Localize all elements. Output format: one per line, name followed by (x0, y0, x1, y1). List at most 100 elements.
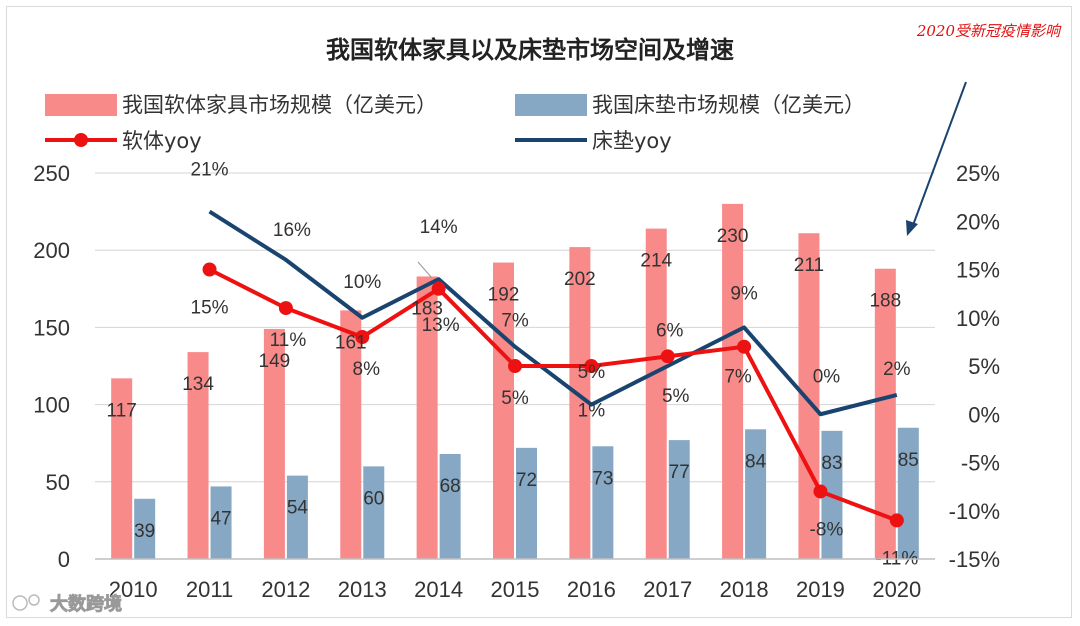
sofa-yoy-point-2013 (355, 330, 370, 345)
y-right-tick-25: 25% (956, 161, 1000, 186)
sofa-yoy-point-2011 (202, 262, 217, 277)
y-right-tick-15: 15% (956, 258, 1000, 283)
watermark-logo-icon-2 (28, 594, 40, 606)
x-tick-2018: 2018 (720, 577, 769, 602)
label-mattress-2012: 54 (287, 498, 309, 519)
bar-sofa-2020 (874, 268, 896, 559)
y-left-tick-0: 0 (58, 547, 70, 572)
label-sofa-yoy-2019: -8% (810, 519, 844, 540)
y-left-tick-200: 200 (33, 238, 70, 263)
label-mattress-2019: 83 (821, 453, 842, 474)
label-leader-line (417, 261, 433, 279)
label-sofa-2015: 192 (488, 285, 520, 306)
label-mattress-yoy-2011: 21% (191, 160, 229, 181)
bar-mattress-2013 (363, 466, 385, 559)
label-sofa-yoy-2011: 15% (191, 298, 229, 319)
bar-sofa-2018 (722, 203, 744, 559)
y-right-tick-20: 20% (956, 209, 1000, 234)
bar-mattress-2015 (516, 447, 537, 559)
bar-mattress-2017 (668, 440, 690, 559)
bar-mattress-2020 (897, 427, 919, 559)
yoy-lines (202, 209, 904, 528)
x-tick-2017: 2017 (643, 577, 692, 602)
bar-sofa-2014 (416, 276, 438, 559)
bar-mattress-2010 (134, 498, 156, 559)
y-left-tick-150: 150 (33, 315, 70, 340)
x-tick-2016: 2016 (567, 577, 616, 602)
x-tick-2010: 2010 (109, 577, 158, 602)
bar-sofa-2016 (569, 247, 591, 559)
sofa-yoy-line (208, 267, 898, 523)
x-tick-2020: 2020 (872, 577, 921, 602)
y-right-tick-10: 10% (956, 306, 1000, 331)
label-mattress-yoy-2016: 1% (578, 401, 606, 422)
y-right-tick--15: -15% (949, 547, 1000, 572)
label-mattress-yoy-2020: 2% (883, 359, 911, 380)
label-sofa-yoy-2014: 13% (422, 315, 460, 336)
sofa-yoy-point-2012 (278, 301, 293, 316)
x-tick-2019: 2019 (796, 577, 845, 602)
covid-annotation: 2020受新冠疫情影响 (916, 22, 1062, 40)
y-right-tick-0: 0% (968, 402, 1000, 427)
sofa-yoy-point-2015 (508, 359, 522, 373)
label-mattress-yoy-2012: 16% (273, 220, 311, 241)
label-sofa-2013: 161 (335, 332, 367, 353)
bar-sofa-2010 (111, 378, 133, 559)
y-right-tick-5: 5% (968, 354, 1000, 379)
x-tick-2013: 2013 (338, 577, 387, 602)
y-left-tick-50: 50 (46, 470, 70, 495)
label-sofa-2011: 134 (182, 374, 214, 395)
legend-marker-sofa-yoy (74, 133, 88, 147)
axes: 2010 2011 2012 2013 2014 2015 2016 2017 2018 2019… (33, 161, 1000, 602)
bar-mattress-2016 (592, 446, 614, 559)
bar-sofa-2011 (187, 352, 209, 559)
legend-swatch-mattress-market (515, 94, 587, 116)
label-sofa-2018: 230 (717, 226, 749, 247)
label-mattress-yoy-2018: 9% (730, 283, 758, 304)
bar-sofa-2017 (645, 228, 667, 560)
legend-label-sofa-yoy: 软体yoy (122, 129, 202, 153)
label-sofa-yoy-2012: 11% (270, 330, 307, 351)
watermark-logo-icon (12, 595, 28, 611)
label-mattress-2015: 72 (516, 470, 537, 491)
bar-sofa-2013 (340, 310, 362, 559)
y-right-tick--10: -10% (949, 499, 1000, 524)
bar-sofa-2015 (493, 262, 514, 559)
sofa-yoy-point-2018 (737, 339, 752, 354)
label-sofa-2016: 202 (564, 269, 596, 290)
sofa-yoy-point-2017 (660, 349, 675, 364)
mattress-yoy-line (208, 209, 898, 417)
x-tick-2014: 2014 (414, 577, 463, 602)
label-sofa-2017: 214 (640, 251, 672, 272)
legend-label-mattress-market: 我国床垫市场规模（亿美元） (592, 93, 865, 117)
label-sofa-yoy-2016: 5% (578, 362, 606, 383)
sofa-yoy-point-2016 (584, 359, 599, 373)
legend-label-sofa-market: 我国软体家具市场规模（亿美元） (122, 93, 437, 117)
bars (111, 203, 919, 560)
x-tick-2011: 2011 (186, 577, 233, 602)
label-mattress-yoy-2014: 14% (420, 217, 458, 238)
label-sofa-2010: 117 (107, 400, 137, 421)
y-right-tick--5: -5% (961, 451, 1000, 476)
watermark-text: 大数跨境 (50, 593, 122, 615)
bar-mattress-2012 (286, 475, 308, 559)
label-mattress-2014: 68 (440, 476, 461, 497)
sofa-yoy-point-2020 (889, 513, 904, 528)
label-mattress-yoy-2017: 5% (662, 386, 690, 407)
sofa-yoy-point-2014 (431, 281, 446, 296)
label-mattress-yoy-2015: 7% (501, 311, 529, 332)
label-mattress-2013: 60 (363, 488, 384, 509)
label-mattress-yoy-2013: 10% (343, 272, 381, 293)
chart-title: 我国软体家具以及床垫市场空间及增速 (326, 36, 734, 64)
annotation-arrow-head (906, 220, 918, 236)
label-sofa-2012: 149 (259, 351, 291, 372)
watermark: 大数跨境 (12, 593, 122, 615)
legend-swatch-sofa-market (45, 94, 117, 116)
label-mattress-2010: 39 (134, 521, 155, 542)
sofa-yoy-point-2019 (813, 484, 828, 499)
label-sofa-2019: 211 (794, 255, 824, 276)
bar-sofa-2012 (263, 328, 285, 559)
label-sofa-yoy-2015: 5% (501, 388, 529, 409)
legend-label-mattress-yoy: 床垫yoy (592, 129, 672, 153)
